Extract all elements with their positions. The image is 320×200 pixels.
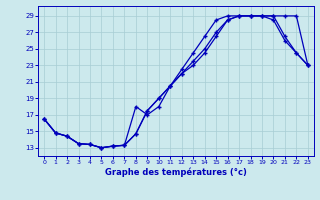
X-axis label: Graphe des températures (°c): Graphe des températures (°c) xyxy=(105,168,247,177)
